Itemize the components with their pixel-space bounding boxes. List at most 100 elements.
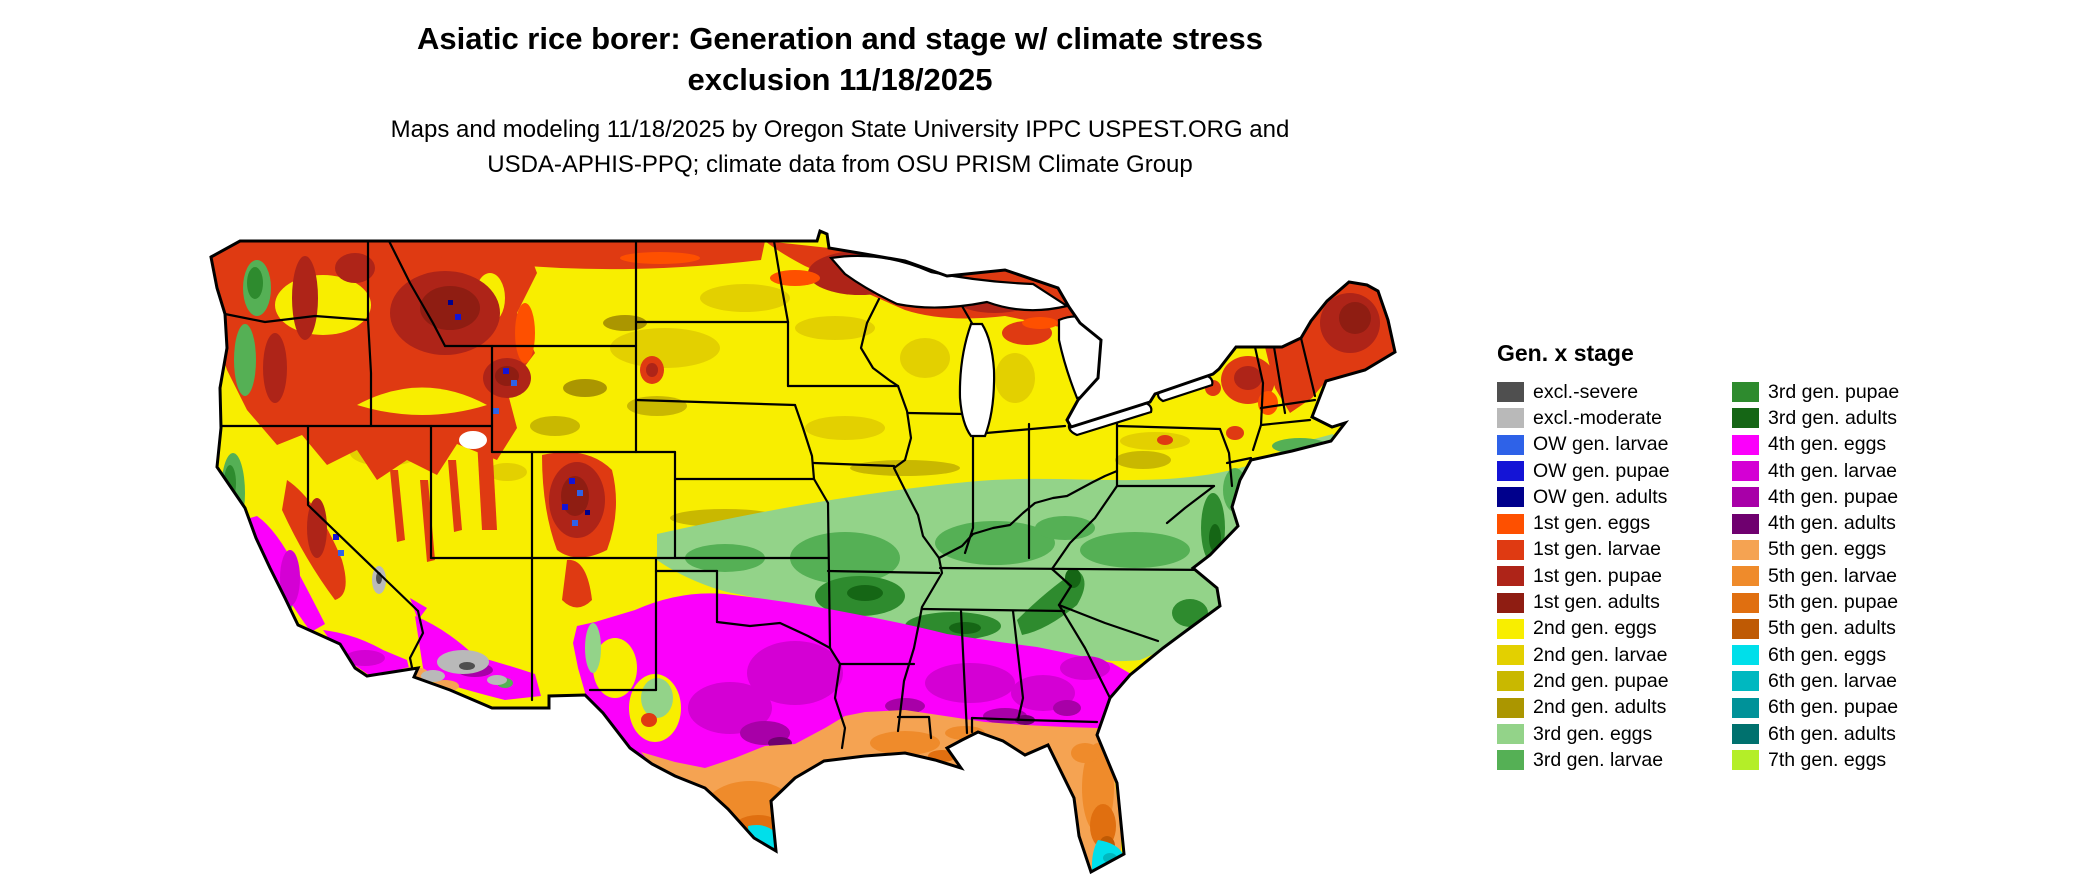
legend-item: 4th gen. pupae	[1732, 484, 1899, 510]
legend-swatch	[1732, 382, 1759, 403]
legend-label: 5th gen. pupae	[1768, 591, 1899, 614]
map-region-ow-larvae	[338, 550, 344, 556]
legend-swatch	[1732, 697, 1759, 718]
legend-label: 3rd gen. pupae	[1768, 380, 1900, 403]
page-title-line2: exclusion 11/18/2025	[687, 62, 993, 97]
great-salt-lake	[459, 431, 487, 449]
legend-label: 4th gen. pupae	[1768, 485, 1899, 508]
map-region-gen7-eggs	[1081, 877, 1089, 881]
map-region-gen1-eggs	[515, 303, 535, 363]
legend-item: 4th gen. adults	[1732, 510, 1899, 536]
lake-michigan	[958, 322, 996, 438]
legend-label: OW gen. adults	[1533, 485, 1668, 508]
legend-swatch	[1732, 671, 1759, 692]
legend-item: 6th gen. larvae	[1732, 668, 1899, 694]
legend-swatch	[1497, 645, 1524, 666]
legend-swatch	[1497, 382, 1524, 403]
map-region-gen3-adults	[847, 585, 883, 601]
map-region-gen5-larvae	[870, 731, 940, 755]
map-region-ow-larvae	[572, 520, 578, 526]
legend-label: 4th gen. larvae	[1768, 459, 1898, 482]
map-region-gen1-larvae	[448, 460, 462, 532]
legend-label: 6th gen. larvae	[1768, 669, 1898, 692]
legend-label: 3rd gen. larvae	[1533, 748, 1664, 771]
map-region-gen3-adults	[1065, 568, 1081, 588]
map-region-ow-pupae	[503, 368, 509, 374]
map-region-gen2-larvae	[900, 338, 950, 378]
legend-swatch	[1732, 408, 1759, 429]
legend-label: 1st gen. pupae	[1533, 564, 1663, 587]
map-region-gen6-eggs	[1067, 875, 1087, 881]
legend-label: 4th gen. adults	[1768, 512, 1896, 535]
map-region-gen3-eggs	[641, 678, 673, 718]
map-region-gen2-eggs	[275, 275, 371, 335]
legend-swatch	[1732, 539, 1759, 560]
legend-columns: excl.-severe excl.-moderate OW gen. larvae…	[1497, 379, 1899, 773]
legend-swatch	[1497, 461, 1524, 482]
map-region-gen2-larvae	[700, 284, 790, 312]
map-region-gen4-larvae	[925, 663, 1015, 703]
map-region-gen3-pupae	[1017, 570, 1085, 635]
legend-item: 4th gen. larvae	[1732, 458, 1899, 484]
legend-swatch	[1732, 461, 1759, 482]
map-region-gen3-larvae	[234, 324, 256, 396]
legend-swatch	[1732, 750, 1759, 771]
map-region-gen4-eggs	[638, 636, 682, 660]
legend-swatch	[1497, 750, 1524, 771]
us-map-svg	[209, 229, 1397, 881]
map-region-gen1-pupae	[1234, 366, 1262, 390]
map-region-ow-larvae	[511, 380, 517, 386]
legend-swatch	[1732, 645, 1759, 666]
legend-label: 1st gen. eggs	[1533, 512, 1651, 535]
legend-item: 3rd gen. larvae	[1497, 747, 1732, 773]
map-region-gen2-eggs	[593, 638, 637, 698]
legend-swatch	[1497, 513, 1524, 534]
legend-item: excl.-moderate	[1497, 405, 1732, 431]
legend-label: excl.-severe	[1533, 380, 1639, 403]
legend-label: 1st gen. adults	[1533, 591, 1660, 614]
legend-item: 3rd gen. adults	[1732, 405, 1899, 431]
legend-item: OW gen. adults	[1497, 484, 1732, 510]
legend-item: 6th gen. pupae	[1732, 695, 1899, 721]
map-region-gen1-larvae	[1157, 435, 1173, 445]
legend-item: 2nd gen. pupae	[1497, 668, 1732, 694]
legend-label: 2nd gen. larvae	[1533, 643, 1668, 666]
map-region-excl-moderate	[421, 670, 445, 682]
map-region-gen3-adults	[949, 622, 981, 634]
legend-label: OW gen. pupae	[1533, 459, 1670, 482]
legend-label: 6th gen. pupae	[1768, 696, 1899, 719]
legend-label: 2nd gen. eggs	[1533, 617, 1657, 640]
map-region-gen1-pupae	[307, 498, 327, 558]
map-region-gen4-larvae	[280, 550, 300, 606]
map-region-gen1-adults	[1339, 302, 1371, 334]
legend-label: OW gen. larvae	[1533, 433, 1669, 456]
map-region-gen4-pupae	[1053, 700, 1081, 716]
legend-label: 5th gen. larvae	[1768, 564, 1898, 587]
legend-swatch	[1497, 408, 1524, 429]
legend-label: 5th gen. adults	[1768, 617, 1896, 640]
map-region-gen2-pupae	[850, 460, 960, 476]
map-region-gen4-eggs	[410, 598, 427, 620]
legend-swatch	[1732, 618, 1759, 639]
legend-swatch	[1732, 724, 1759, 744]
map-region-gen3-eggs	[585, 623, 601, 673]
legend-label: 5th gen. eggs	[1768, 538, 1887, 561]
map-region-gen2-larvae	[805, 416, 885, 440]
legend-swatch	[1497, 592, 1524, 613]
map-region-gen7-eggs	[1064, 875, 1070, 879]
map-region-ow-pupae	[569, 478, 575, 484]
map-region-gen1-eggs	[1022, 317, 1058, 329]
legend-swatch	[1732, 434, 1759, 455]
map-region-excl-moderate	[437, 650, 489, 674]
map-region-gen3-pupae	[247, 267, 263, 299]
legend-swatch	[1732, 487, 1759, 508]
map-region-ow-larvae	[577, 490, 583, 496]
legend-item: OW gen. larvae	[1497, 432, 1732, 458]
map-region-gen2-larvae	[795, 316, 875, 340]
map-region-gen2-larvae	[995, 353, 1035, 403]
map-region-gen1-pupae	[292, 256, 318, 340]
map-region-gen1-pupae	[335, 253, 375, 283]
legend-item: 4th gen. eggs	[1732, 432, 1899, 458]
map-region-gen4-pupae	[885, 698, 925, 714]
